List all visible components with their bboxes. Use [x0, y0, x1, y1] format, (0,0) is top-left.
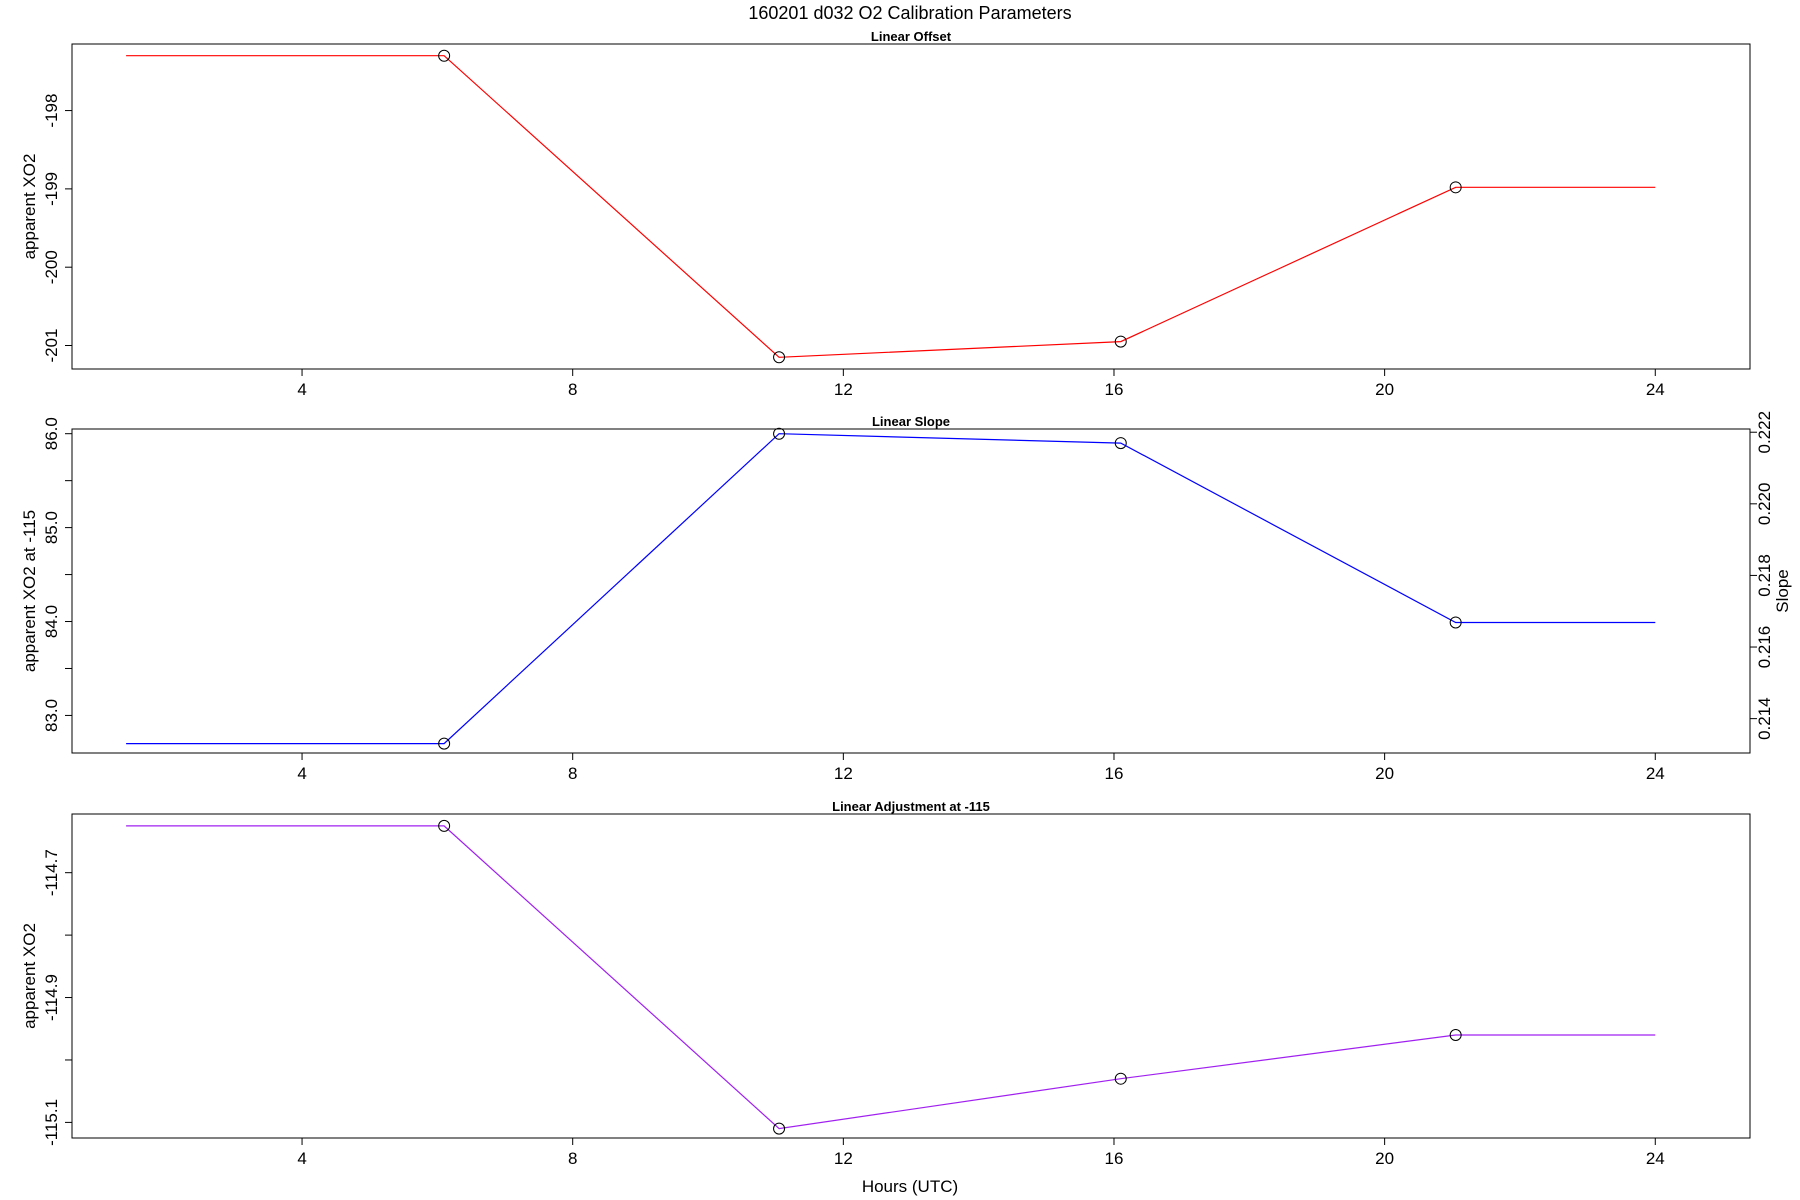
data-point: [438, 819, 451, 832]
y-tick-label: -198: [42, 94, 61, 128]
data-point: [773, 351, 786, 364]
y-tick-label: -114.9: [42, 974, 61, 1021]
y-axis-label: apparent XO2: [20, 154, 39, 260]
y-tick-label: 86.0: [42, 417, 61, 450]
x-tick-label: 16: [1105, 1149, 1124, 1168]
data-point: [1114, 335, 1127, 348]
x-tick-label: 16: [1105, 764, 1124, 783]
x-tick-label: 8: [568, 380, 577, 399]
x-tick-label: 16: [1105, 380, 1124, 399]
series-line-offset: [126, 55, 1656, 358]
y2-tick-label: 0.220: [1755, 483, 1774, 526]
data-point: [1114, 437, 1127, 450]
data-point: [438, 49, 451, 62]
x-tick-label: 4: [297, 764, 306, 783]
y2-tick-label: 0.214: [1755, 697, 1774, 740]
data-point: [1114, 1072, 1127, 1085]
x-tick-label: 4: [297, 1149, 306, 1168]
panel-offset: Linear Offset 4 8 12 16 20 24 -201 -200 -199 -198 a…: [20, 29, 1751, 399]
figure-title: 160201 d032 O2 Calibration Parameters: [748, 3, 1071, 23]
x-axis-label: Hours (UTC): [862, 1177, 958, 1196]
data-point: [773, 1122, 786, 1135]
x-tick-label: 12: [834, 1149, 853, 1168]
plot-frame: [71, 813, 1751, 1139]
y-tick-label: 83.0: [42, 699, 61, 732]
plot-frame: [71, 428, 1751, 754]
y-tick-label: 85.0: [42, 511, 61, 544]
data-point: [438, 737, 451, 750]
y-axis-label: apparent XO2: [20, 923, 39, 1029]
data-point: [773, 427, 786, 440]
y2-tick-label: 0.218: [1755, 554, 1774, 597]
x-tick-label: 4: [297, 380, 306, 399]
y-axis-label: apparent XO2 at -115: [20, 510, 39, 672]
panel-adjustment: Linear Adjustment at -115 4 8 12 16 20 24 -115.…: [20, 799, 1751, 1168]
y-tick-label: -114.7: [42, 849, 61, 896]
x-tick-label: 12: [834, 764, 853, 783]
x-tick-label: 24: [1646, 380, 1665, 399]
panel-title: Linear Adjustment at -115: [832, 799, 990, 814]
y-tick-label: -115.1: [42, 1099, 61, 1146]
panel-title: Linear Offset: [871, 29, 952, 44]
x-tick-label: 8: [568, 764, 577, 783]
y-tick-label: 84.0: [42, 605, 61, 638]
x-tick-label: 12: [834, 380, 853, 399]
series-line-slope: [126, 433, 1656, 745]
y2-tick-label: 0.222: [1755, 411, 1774, 454]
x-tick-label: 8: [568, 1149, 577, 1168]
x-tick-label: 20: [1375, 764, 1394, 783]
panel-title: Linear Slope: [872, 414, 950, 429]
panel-slope: Linear Slope 4 8 12 16 20 24 83.0 84.0 85.0 86.0 ap…: [20, 411, 1792, 783]
y-tick-label: -201: [42, 328, 61, 362]
chart-panels: Linear Offset 4 8 12 16 20 24 -201 -200 -199 -198 a…: [20, 29, 1792, 1168]
x-tick-label: 24: [1646, 1149, 1665, 1168]
y2-axis-label: Slope: [1773, 569, 1792, 612]
x-tick-label: 20: [1375, 1149, 1394, 1168]
y-tick-label: -199: [42, 172, 61, 206]
y-tick-label: -200: [42, 250, 61, 284]
x-tick-label: 20: [1375, 380, 1394, 399]
data-point: [1449, 181, 1462, 194]
plot-frame: [71, 43, 1751, 370]
data-point: [1449, 616, 1462, 629]
data-point: [1449, 1028, 1462, 1041]
x-tick-label: 24: [1646, 764, 1665, 783]
series-line-adjustment: [126, 825, 1656, 1130]
y2-tick-label: 0.216: [1755, 626, 1774, 669]
